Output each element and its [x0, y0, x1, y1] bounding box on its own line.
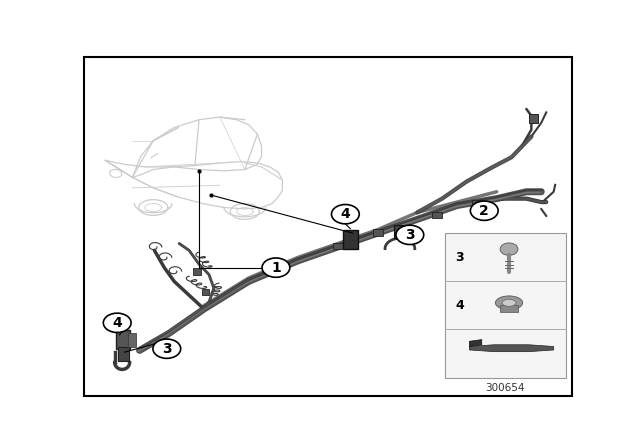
Ellipse shape [502, 299, 516, 306]
Ellipse shape [495, 296, 523, 310]
Bar [128, 333, 136, 347]
Bar [472, 200, 481, 207]
Text: 2: 2 [479, 204, 489, 218]
Text: 4: 4 [455, 299, 464, 312]
Circle shape [153, 339, 180, 358]
Bar [372, 229, 383, 236]
FancyBboxPatch shape [445, 233, 566, 378]
Text: 300654: 300654 [486, 383, 525, 393]
Circle shape [103, 313, 131, 332]
Text: 4: 4 [113, 316, 122, 330]
Text: 3: 3 [162, 342, 172, 356]
Bar [202, 289, 209, 295]
Circle shape [396, 225, 424, 245]
Circle shape [332, 204, 359, 224]
Bar [118, 347, 129, 361]
Bar [116, 330, 130, 349]
Bar [333, 243, 343, 250]
Bar [193, 268, 201, 275]
Circle shape [262, 258, 290, 277]
Text: 3: 3 [455, 251, 464, 264]
Bar [394, 224, 406, 238]
Bar [529, 114, 538, 123]
Polygon shape [469, 340, 482, 346]
Polygon shape [469, 345, 554, 352]
Bar [343, 230, 358, 249]
Text: 4: 4 [340, 207, 350, 221]
Circle shape [500, 243, 518, 255]
Bar [432, 212, 442, 218]
Circle shape [470, 201, 498, 220]
Text: 3: 3 [405, 228, 415, 242]
Text: 1: 1 [271, 261, 281, 275]
Bar [500, 305, 518, 312]
